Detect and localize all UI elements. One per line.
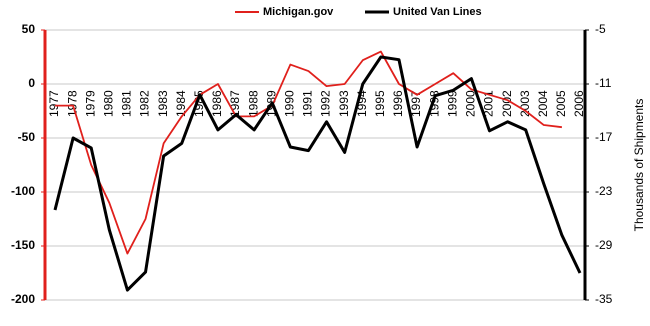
- x-tick-label: 2006: [572, 90, 586, 117]
- x-tick-label: 1995: [373, 90, 387, 117]
- x-tick-label: 1983: [156, 90, 170, 117]
- x-tick-label: 1999: [445, 90, 459, 117]
- x-tick-label: 1982: [138, 90, 152, 117]
- x-tick-label: 1987: [228, 90, 242, 117]
- y-tick-label: 0: [28, 76, 35, 90]
- x-tick-label: 1984: [174, 90, 188, 117]
- x-tick-label: 2000: [464, 90, 478, 117]
- legend-label: Michigan.gov: [263, 6, 334, 18]
- x-tick-label: 1978: [65, 90, 79, 117]
- x-tick-label: 1993: [337, 90, 351, 117]
- y-tick-label: -200: [11, 292, 35, 306]
- x-tick-label: 1997: [409, 90, 423, 117]
- x-tick-label: 1990: [283, 90, 297, 117]
- y2-tick-label: -11: [595, 76, 612, 90]
- series-line: [53, 55, 582, 292]
- y-tick-label: -150: [11, 238, 35, 252]
- x-tick-label: 2001: [482, 90, 496, 117]
- x-tick-label: 1979: [83, 90, 97, 117]
- x-tick-label: 2003: [518, 90, 532, 117]
- x-tick-label: 2005: [554, 90, 568, 117]
- x-tick-label: 1980: [101, 90, 115, 117]
- x-tick-label: 1996: [391, 90, 405, 117]
- legend-label: United Van Lines: [393, 6, 482, 18]
- x-tick-label: 1977: [47, 90, 61, 117]
- y2-tick-label: -17: [595, 130, 613, 144]
- y-tick-label: 50: [22, 22, 36, 36]
- y2-tick-label: -23: [595, 184, 613, 198]
- x-tick-label: 1991: [301, 90, 315, 117]
- series-line: [55, 50, 563, 255]
- y2-axis-label: Thousands of Shipments: [632, 99, 646, 232]
- x-tick-label: 2004: [536, 90, 550, 117]
- y-tick-label: -100: [11, 184, 35, 198]
- y2-tick-label: -35: [595, 292, 613, 306]
- y2-tick-label: -29: [595, 238, 613, 252]
- x-tick-label: 1986: [210, 90, 224, 117]
- y-tick-label: -50: [18, 130, 36, 144]
- y2-tick-label: -5: [595, 22, 606, 36]
- x-tick-label: 1992: [319, 90, 333, 117]
- x-tick-label: 1981: [120, 90, 134, 117]
- x-tick-label: 2002: [500, 90, 514, 117]
- x-tick-label: 1988: [246, 90, 260, 117]
